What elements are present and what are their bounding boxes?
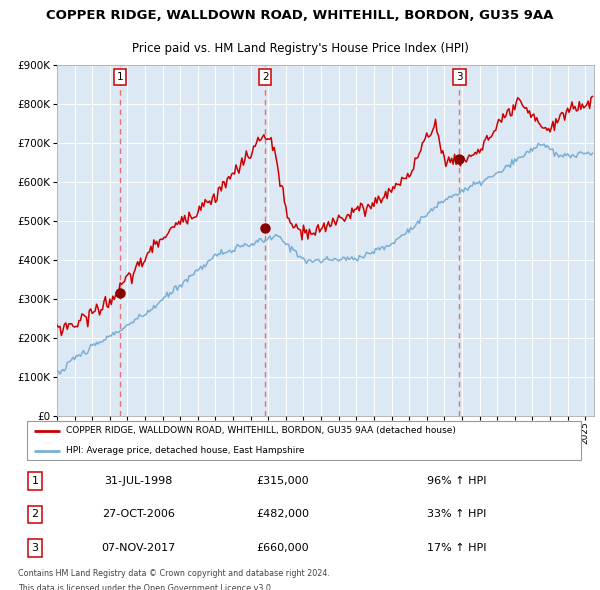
Text: 96% ↑ HPI: 96% ↑ HPI [427, 476, 486, 486]
Text: 07-NOV-2017: 07-NOV-2017 [101, 543, 176, 553]
Text: 2: 2 [31, 510, 38, 519]
Text: £315,000: £315,000 [256, 476, 309, 486]
Text: 17% ↑ HPI: 17% ↑ HPI [427, 543, 486, 553]
Text: 3: 3 [32, 543, 38, 553]
Text: COPPER RIDGE, WALLDOWN ROAD, WHITEHILL, BORDON, GU35 9AA: COPPER RIDGE, WALLDOWN ROAD, WHITEHILL, … [46, 9, 554, 22]
Text: 27-OCT-2006: 27-OCT-2006 [102, 510, 175, 519]
Text: Price paid vs. HM Land Registry's House Price Index (HPI): Price paid vs. HM Land Registry's House … [131, 42, 469, 55]
Text: 1: 1 [32, 476, 38, 486]
Text: 2: 2 [262, 71, 268, 81]
Text: 31-JUL-1998: 31-JUL-1998 [104, 476, 173, 486]
Text: £482,000: £482,000 [256, 510, 309, 519]
Text: 1: 1 [117, 71, 124, 81]
Text: This data is licensed under the Open Government Licence v3.0.: This data is licensed under the Open Gov… [18, 584, 273, 590]
Text: £660,000: £660,000 [256, 543, 309, 553]
Text: HPI: Average price, detached house, East Hampshire: HPI: Average price, detached house, East… [66, 446, 305, 455]
Text: 3: 3 [456, 71, 463, 81]
Text: Contains HM Land Registry data © Crown copyright and database right 2024.: Contains HM Land Registry data © Crown c… [18, 569, 329, 578]
Text: 33% ↑ HPI: 33% ↑ HPI [427, 510, 486, 519]
FancyBboxPatch shape [27, 421, 581, 460]
Text: COPPER RIDGE, WALLDOWN ROAD, WHITEHILL, BORDON, GU35 9AA (detached house): COPPER RIDGE, WALLDOWN ROAD, WHITEHILL, … [66, 427, 456, 435]
